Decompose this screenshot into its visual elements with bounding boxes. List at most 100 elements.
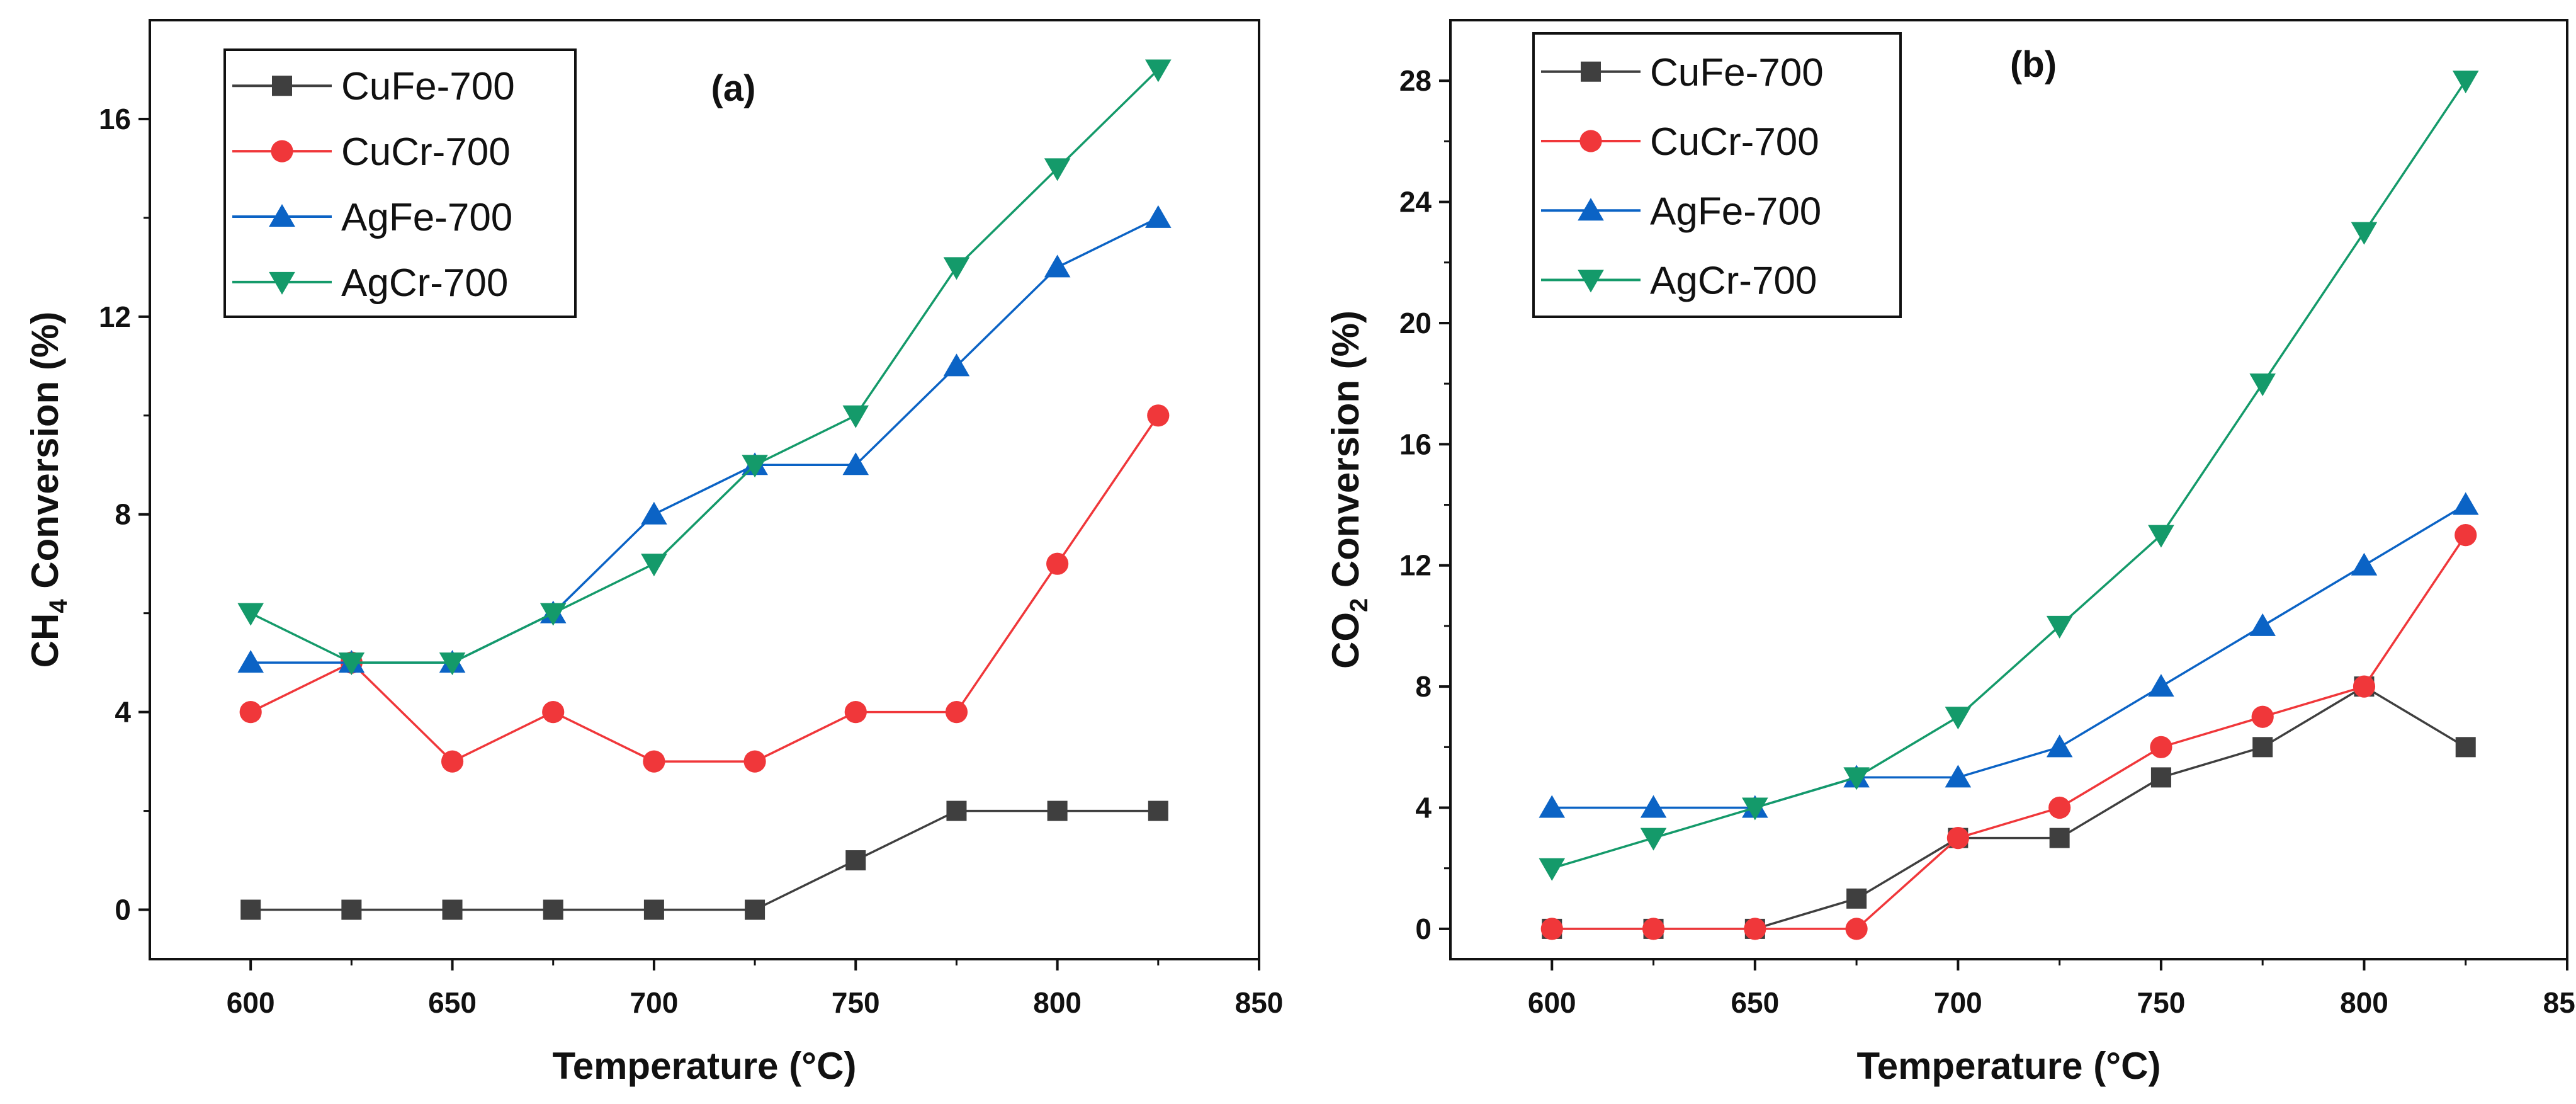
series-line: [250, 69, 1160, 664]
y-axis-label-rest: Conversion (%): [1325, 310, 1367, 598]
series-agfe-700: [1539, 492, 2479, 818]
data-point: [943, 353, 970, 377]
data-point: [239, 701, 262, 724]
data-point: [2249, 613, 2276, 636]
data-point: [542, 701, 565, 724]
legend-label: CuFe-700: [1650, 51, 1824, 94]
legend-label: CuCr-700: [341, 130, 511, 174]
data-point: [943, 257, 970, 280]
data-point: [2249, 373, 2276, 397]
data-point: [1047, 800, 1068, 821]
plot-frame: [149, 19, 1260, 960]
series-line: [250, 414, 1160, 763]
data-point: [2351, 552, 2378, 576]
data-point: [439, 652, 466, 676]
data-point: [1147, 404, 1170, 427]
legend-marker: [1581, 61, 1601, 82]
chart-a: 600 650 700 750 800 850 0 4 8 12 16 Temperature (°C…: [24, 19, 1284, 1087]
x-tick-label: 850: [2543, 986, 2576, 1019]
data-point: [2452, 71, 2479, 94]
data-point: [1744, 918, 1766, 940]
legend-marker: [1579, 130, 1602, 152]
data-point: [1539, 858, 1566, 881]
data-point: [338, 652, 365, 676]
data-point: [341, 899, 362, 920]
legend-label: AgCr-700: [1650, 259, 1817, 303]
data-point: [1845, 918, 1868, 940]
data-point: [844, 701, 867, 724]
y-tick-label: 4: [1415, 792, 1432, 824]
data-point: [2252, 737, 2273, 758]
x-tick-label: 750: [832, 986, 880, 1019]
data-point: [2353, 675, 2376, 698]
panel-title: (a): [711, 68, 756, 109]
data-point: [442, 899, 463, 920]
series-cucr-700: [1540, 524, 2477, 940]
x-axis-label: Temperature (°C): [1857, 1045, 2161, 1087]
data-point: [1145, 205, 1172, 228]
x-tick-label: 700: [1934, 986, 1982, 1019]
data-point: [539, 603, 567, 626]
chart-b: 600 650 700 750 800 850 0 4 8 12 16 20 24 28 Temperatu…: [1325, 19, 2576, 1087]
legend-label: AgFe-700: [1650, 190, 1821, 233]
y-tick-label: 0: [1415, 913, 1432, 945]
series-line: [251, 809, 1158, 911]
x-tick-label: 600: [1528, 986, 1576, 1019]
data-point: [1640, 795, 1667, 818]
data-point: [441, 750, 464, 773]
series-agcr-700: [1539, 71, 2479, 881]
y-tick-label: 24: [1399, 186, 1432, 219]
data-point: [641, 501, 667, 525]
legend: CuFe-700 CuCr-700 AgFe-700 AgCr-700: [223, 48, 577, 318]
series-cucr-700: [239, 404, 1170, 773]
y-tick-label: 20: [1399, 307, 1432, 339]
x-tick-label: 850: [1235, 986, 1284, 1019]
data-point: [1742, 797, 1768, 821]
y-axis-label: CO2 Conversion (%): [1325, 310, 1373, 669]
data-point: [2351, 222, 2378, 245]
data-point: [543, 899, 563, 920]
data-point: [2046, 615, 2073, 639]
y-tick-label: 0: [115, 894, 131, 926]
data-point: [643, 899, 664, 920]
data-point: [1846, 888, 1867, 909]
legend-label: CuCr-700: [1650, 120, 1819, 164]
data-point: [1539, 795, 1566, 818]
data-point: [2148, 674, 2174, 697]
data-point: [842, 452, 869, 475]
data-point: [2148, 525, 2174, 548]
data-point: [2452, 492, 2479, 515]
data-point: [1540, 918, 1563, 940]
y-tick-label: 16: [1399, 428, 1432, 460]
x-tick-label: 750: [2137, 986, 2186, 1019]
data-point: [643, 750, 665, 773]
x-tick-label: 800: [2340, 986, 2388, 1019]
y-tick-label: 8: [115, 498, 131, 531]
data-point: [2048, 796, 2071, 819]
x-axis-label: Temperature (°C): [553, 1045, 857, 1087]
y-axis-label-rest: Conversion (%): [24, 312, 66, 600]
legend-marker: [272, 76, 292, 96]
series-cufe-700: [240, 800, 1168, 920]
y-tick-label: 12: [99, 300, 131, 333]
y-tick-label: 28: [1399, 64, 1432, 97]
legend-marker: [1578, 270, 1604, 293]
legend-label: CuFe-700: [341, 65, 515, 108]
data-point: [1843, 767, 1870, 790]
data-point: [2455, 737, 2476, 758]
data-point: [845, 850, 866, 871]
y-tick-label: 16: [99, 103, 131, 135]
data-point: [2251, 705, 2274, 728]
data-point: [1640, 828, 1667, 851]
data-point: [237, 603, 264, 626]
data-point: [1145, 59, 1172, 83]
y-tick-label: 4: [115, 696, 131, 729]
y-axis-label-subscript: 2: [1345, 598, 1373, 612]
data-point: [742, 455, 768, 478]
data-point: [2150, 736, 2172, 758]
series-agcr-700: [237, 59, 1172, 676]
legend-marker: [1578, 198, 1604, 221]
data-point: [1945, 765, 1972, 788]
legend-marker: [269, 204, 295, 227]
series-line: [1552, 504, 2466, 809]
